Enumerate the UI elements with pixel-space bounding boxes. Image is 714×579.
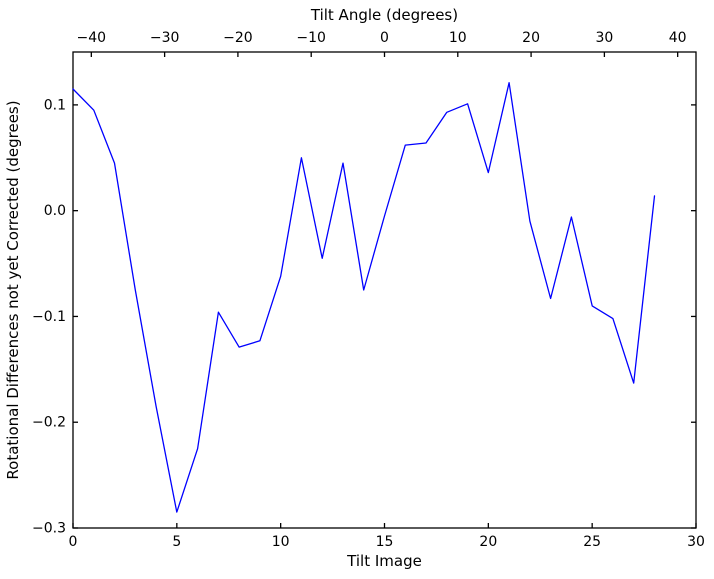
top-x-tick-label: 10 <box>449 30 467 46</box>
x-tick-label: 25 <box>583 534 601 550</box>
top-x-tick-label: −10 <box>296 30 326 46</box>
top-x-tick-label: −40 <box>77 30 107 46</box>
plot-border <box>72 51 697 529</box>
x-axis-title: Tilt Image <box>346 552 422 570</box>
x-tick-label: 20 <box>479 534 497 550</box>
x-tick-label: 15 <box>376 534 394 550</box>
y-tick-label: −0.3 <box>32 520 66 536</box>
top-x-tick-label: 40 <box>669 30 687 46</box>
y-axis-title: Rotational Differences not yet Corrected… <box>4 100 22 479</box>
top-x-tick-label: 0 <box>380 30 389 46</box>
y-tick-label: 0.1 <box>44 97 66 113</box>
y-tick-label: 0.0 <box>44 203 66 219</box>
x-tick-label: 5 <box>172 534 181 550</box>
top-x-tick-label: −20 <box>223 30 253 46</box>
top-axis-title: Tilt Angle (degrees) <box>310 6 458 24</box>
top-x-tick-label: −30 <box>150 30 180 46</box>
top-x-tick-label: 30 <box>595 30 613 46</box>
data-line <box>72 82 656 513</box>
y-tick-label: −0.1 <box>32 309 66 325</box>
x-tick-label: 10 <box>272 534 290 550</box>
x-tick-label: 30 <box>687 534 705 550</box>
x-tick-label: 0 <box>69 534 78 550</box>
top-x-tick-label: 20 <box>522 30 540 46</box>
tick-layer: 0 5 10 15 20 25 30 −40 −30 −20 −10 0 10 20 30 40 0.1 0.0 −… <box>32 30 705 550</box>
y-tick-label: −0.2 <box>32 415 66 431</box>
